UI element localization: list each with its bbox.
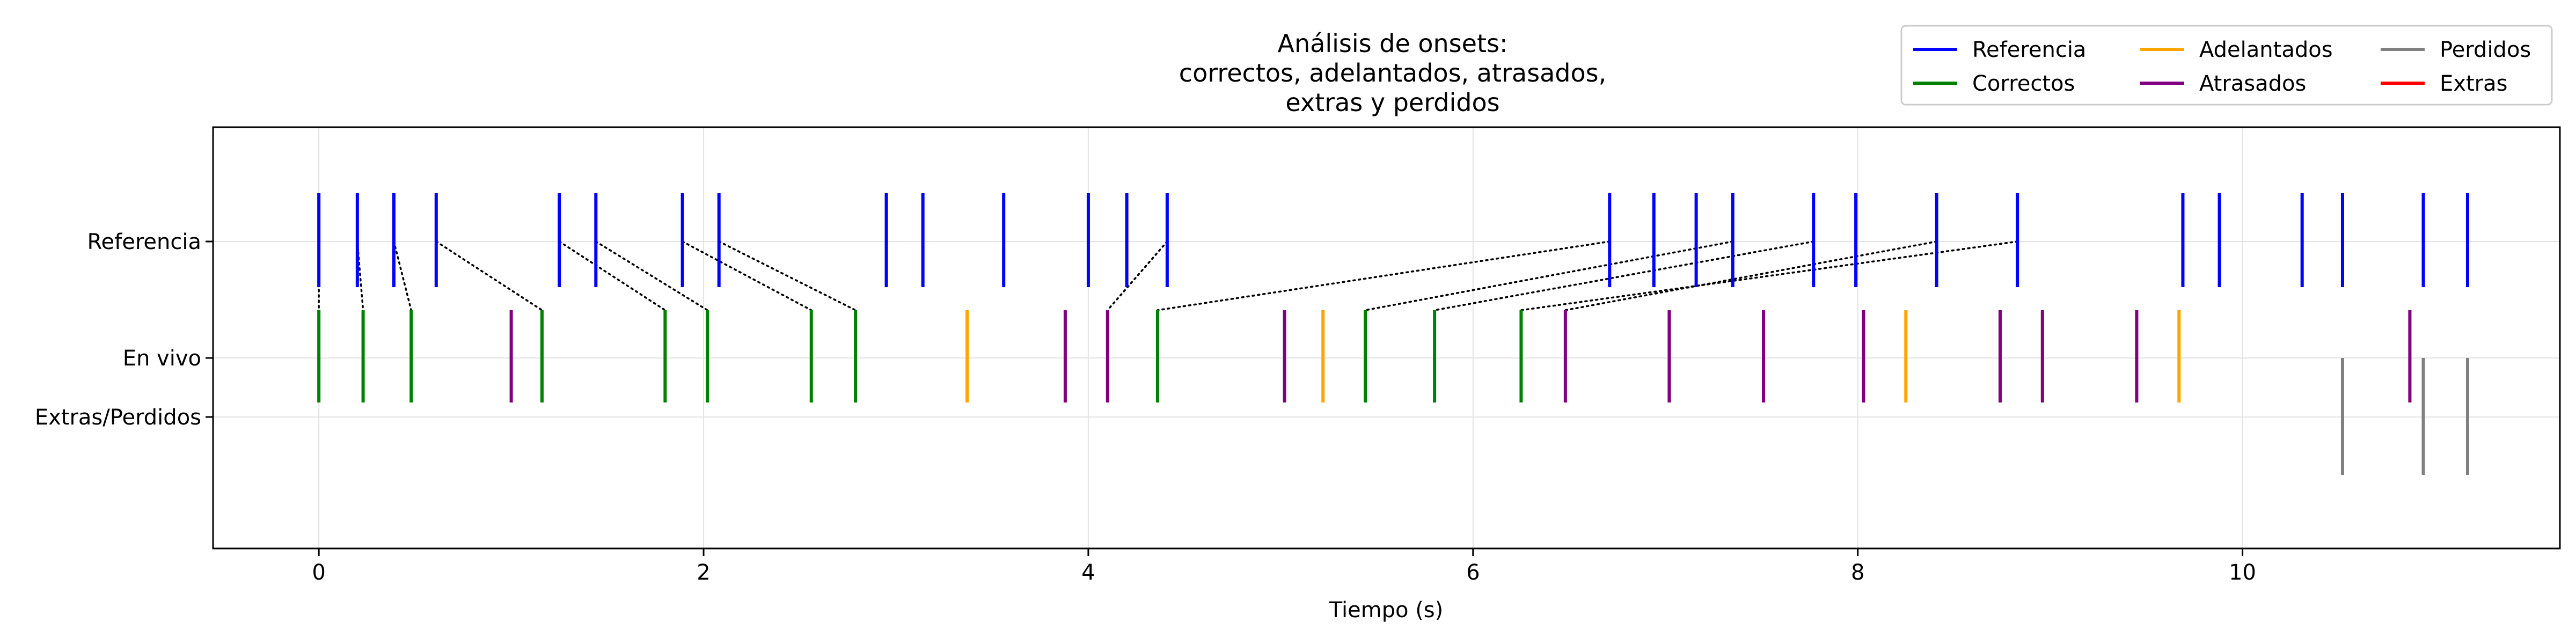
- plot-frame: [212, 126, 2561, 550]
- match-connector: [1433, 240, 1814, 311]
- chart-title-line: Análisis de onsets:: [1278, 29, 1508, 58]
- legend: Referencia Correctos Adelantados Atrasados P…: [1900, 25, 2553, 106]
- match-connector: [393, 240, 412, 311]
- x-tick-label: 0: [312, 560, 325, 585]
- x-tick-label: 4: [1081, 560, 1095, 585]
- y-tick-label: En vivo: [123, 346, 201, 371]
- match-connector: [595, 240, 708, 311]
- match-connector: [558, 240, 667, 311]
- x-tick-label: 2: [697, 560, 710, 585]
- match-connector: [1107, 240, 1168, 311]
- match-connector: [718, 240, 857, 311]
- x-tick-label: 8: [1851, 560, 1864, 585]
- onset-marks: [317, 193, 2469, 475]
- grid-lines: [213, 127, 2560, 548]
- chart-title-line: extras y perdidos: [1285, 88, 1499, 117]
- match-connector: [1364, 240, 1734, 311]
- legend-frame: [1900, 25, 2553, 106]
- match-connector: [1157, 240, 1611, 311]
- chart-title-line: correctos, adelantados, atrasados,: [1179, 58, 1606, 87]
- match-connectors: [318, 240, 2018, 311]
- x-tick-label: 10: [2229, 560, 2256, 585]
- legend-label: Perdidos: [2440, 38, 2531, 62]
- legend-label: Atrasados: [2199, 71, 2306, 96]
- axis-ticks: 0 2 4 6 8 10 Referencia En vivo Extras/Perdidos: [35, 230, 2256, 585]
- legend-label: Extras: [2440, 71, 2507, 96]
- legend-label: Adelantados: [2199, 38, 2333, 62]
- x-axis-label: Tiempo (s): [1329, 598, 1444, 623]
- match-connector: [435, 240, 543, 311]
- y-tick-label: Extras/Perdidos: [35, 405, 201, 430]
- y-tick-label: Referencia: [87, 230, 201, 254]
- legend-label: Correctos: [1972, 71, 2075, 96]
- match-connector: [1564, 240, 1938, 311]
- chart-title: Análisis de onsets: correctos, adelantad…: [1179, 29, 1606, 117]
- match-connector: [681, 240, 813, 311]
- legend-label: Referencia: [1972, 38, 2086, 62]
- match-connector: [1520, 240, 2018, 311]
- x-tick-label: 6: [1466, 560, 1480, 585]
